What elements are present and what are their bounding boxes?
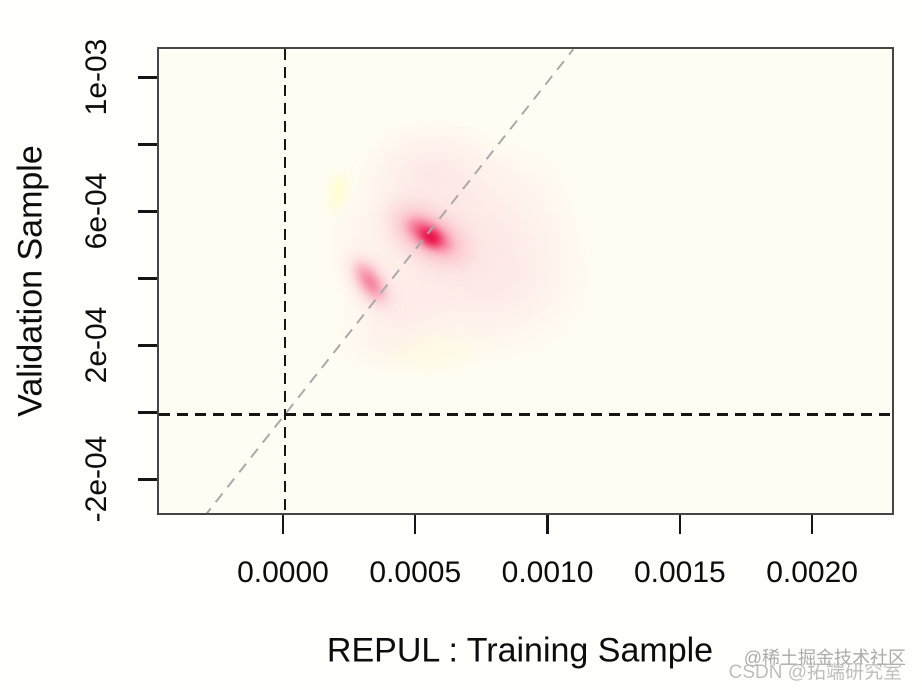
density-blob-core2-halo <box>333 239 408 324</box>
density-blob-yellow-smudge <box>360 319 505 384</box>
x-axis-tick <box>678 515 682 534</box>
x-axis-tick-label: 0.0005 <box>369 556 462 589</box>
reference-line-vertical <box>283 49 287 513</box>
y-axis-tick-label: 6e-04 <box>80 173 113 250</box>
reference-line-horizontal <box>159 413 892 416</box>
x-axis-tick-label: 0.0000 <box>237 556 329 589</box>
reference-line-diagonal <box>203 49 575 513</box>
x-axis-tick <box>414 515 417 534</box>
watermark-csdn: CSDN @拓端研究室 <box>728 662 902 683</box>
density-blob-halo-main <box>295 105 609 369</box>
density-blob-yellow-streak <box>321 163 355 221</box>
y-axis-tick-label: 1e-03 <box>80 39 113 116</box>
x-axis-tick-label: 0.0020 <box>766 556 858 589</box>
plot-area <box>157 47 894 515</box>
y-axis-tick <box>138 344 157 347</box>
watermark-juejin: @稀土掘金技术社区 <box>743 648 906 668</box>
y-axis-tick <box>138 210 157 213</box>
x-axis-tick-label: 0.0010 <box>501 556 594 589</box>
x-axis-tick-label: 0.0015 <box>633 556 726 589</box>
x-axis-title: REPUL : Training Sample <box>326 631 714 670</box>
y-axis-tick <box>138 143 157 146</box>
x-axis-tick <box>810 515 814 534</box>
y-axis-tick <box>138 277 157 280</box>
density-blob-halo-right <box>388 190 626 394</box>
y-axis-tick-label: -2e-04 <box>80 436 113 523</box>
density-blob-core2 <box>348 255 393 309</box>
x-axis-tick <box>281 515 285 534</box>
y-axis-title: Validation Sample <box>11 145 50 417</box>
y-axis-tick <box>138 478 157 481</box>
y-axis-tick <box>138 76 157 79</box>
density-blob-core1 <box>396 207 462 262</box>
y-axis-tick-label: 2e-04 <box>80 307 113 384</box>
y-axis-tick <box>138 411 157 414</box>
density-blob-core1-halo <box>365 179 493 291</box>
x-axis-tick <box>546 515 549 534</box>
